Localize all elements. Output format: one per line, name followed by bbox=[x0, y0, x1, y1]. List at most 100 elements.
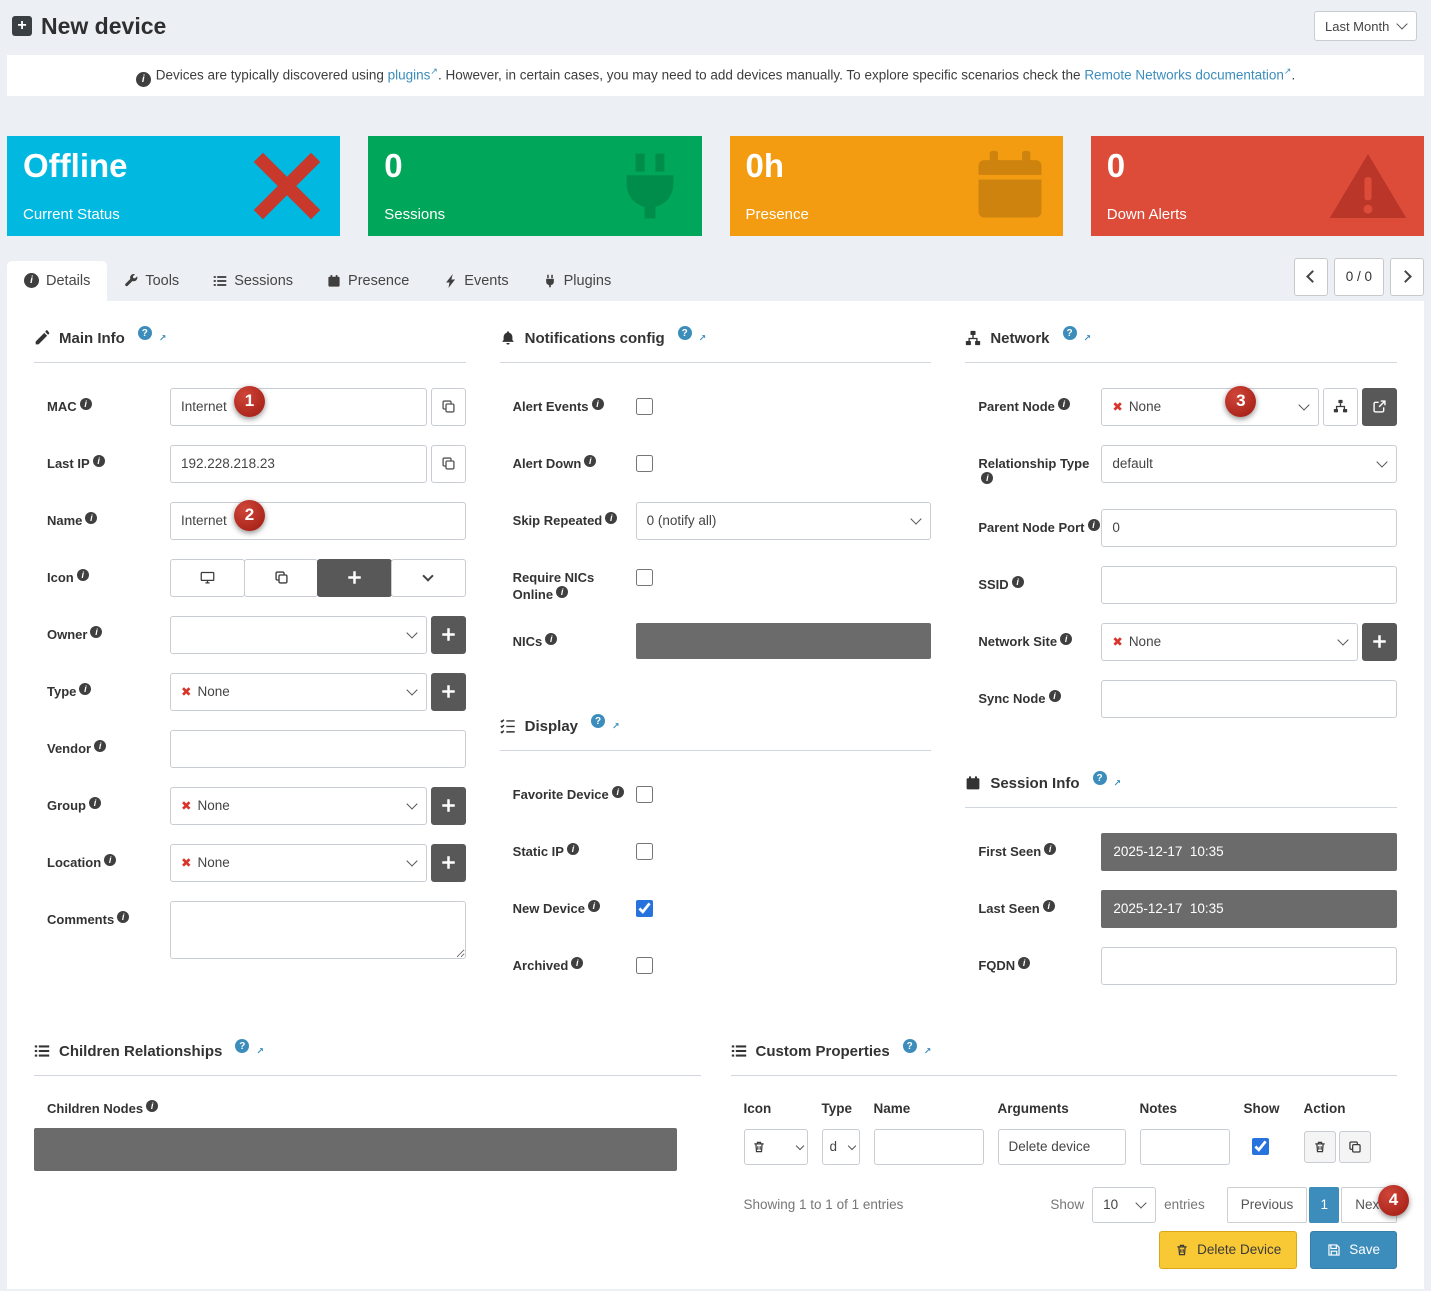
owner-select[interactable] bbox=[170, 615, 427, 654]
card-sessions-value: 0 bbox=[384, 146, 403, 184]
pager-prev-button[interactable] bbox=[1293, 257, 1328, 296]
docs-link[interactable]: Remote Networks documentation bbox=[1084, 67, 1284, 83]
plug-icon bbox=[626, 153, 673, 218]
last-ip-input[interactable] bbox=[170, 444, 427, 483]
tab-tools[interactable]: Tools bbox=[107, 261, 196, 301]
plugins-link[interactable]: plugins bbox=[387, 67, 431, 83]
custom-properties-footer: Showing 1 to 1 of 1 entries Show 10 entr… bbox=[731, 1184, 1409, 1223]
copy-ip-button[interactable] bbox=[430, 444, 466, 483]
static-ip-checkbox[interactable] bbox=[635, 842, 653, 860]
x-mark-icon bbox=[253, 152, 321, 219]
icon-current-button[interactable] bbox=[170, 558, 245, 597]
info-icon bbox=[584, 454, 597, 467]
ssid-input[interactable] bbox=[1101, 565, 1397, 604]
location-select[interactable]: None bbox=[170, 843, 427, 882]
card-down-value: 0 bbox=[1106, 146, 1126, 184]
icon-copy-button[interactable] bbox=[243, 558, 319, 597]
group-select[interactable]: None bbox=[170, 786, 427, 825]
cp-notes-input[interactable] bbox=[1139, 1128, 1230, 1165]
cp-name-input[interactable] bbox=[873, 1128, 984, 1165]
owner-add-button[interactable] bbox=[430, 615, 466, 654]
delete-device-button[interactable]: Delete Device bbox=[1159, 1230, 1298, 1269]
icon-add-button[interactable] bbox=[317, 558, 393, 597]
external-link-icon bbox=[1114, 778, 1122, 789]
help-icon[interactable] bbox=[235, 1039, 250, 1054]
tab-sessions[interactable]: Sessions bbox=[196, 261, 310, 301]
tab-presence[interactable]: Presence bbox=[310, 261, 426, 301]
save-button[interactable]: Save bbox=[1310, 1230, 1397, 1269]
info-icon bbox=[605, 511, 618, 524]
network-site-select[interactable]: None bbox=[1101, 622, 1358, 661]
icon-dropdown-button[interactable] bbox=[391, 558, 466, 597]
type-select[interactable]: None bbox=[170, 672, 427, 711]
generate-mac-button[interactable] bbox=[430, 387, 466, 426]
group-add-button[interactable] bbox=[430, 786, 466, 825]
vendor-input[interactable] bbox=[170, 729, 466, 768]
info-icon bbox=[90, 625, 103, 638]
network-icon bbox=[966, 330, 981, 346]
info-icon bbox=[79, 682, 92, 695]
info-icon bbox=[1060, 632, 1073, 645]
help-icon[interactable] bbox=[677, 326, 692, 340]
cp-type-select[interactable]: d bbox=[821, 1128, 860, 1165]
cp-icon-select[interactable] bbox=[743, 1128, 808, 1165]
page-1-button[interactable]: 1 bbox=[1309, 1186, 1340, 1223]
parent-node-open-button[interactable] bbox=[1361, 387, 1397, 426]
annotation-badge-1: 1 bbox=[234, 385, 265, 417]
cp-delete-button[interactable] bbox=[1303, 1130, 1336, 1163]
children-nodes-box bbox=[34, 1127, 678, 1171]
page-title: New device bbox=[41, 12, 167, 39]
tab-events[interactable]: Events bbox=[426, 261, 525, 301]
type-add-button[interactable] bbox=[430, 672, 466, 711]
alert-down-checkbox[interactable] bbox=[635, 454, 653, 472]
help-icon[interactable] bbox=[591, 714, 606, 729]
favorite-checkbox[interactable] bbox=[635, 785, 653, 803]
plus-icon bbox=[1373, 635, 1386, 648]
cp-arguments-input[interactable] bbox=[997, 1128, 1126, 1165]
info-icon bbox=[556, 586, 569, 599]
parent-node-tree-button[interactable] bbox=[1322, 387, 1358, 426]
tab-plugins[interactable]: Plugins bbox=[526, 261, 629, 301]
pager-next-button[interactable] bbox=[1390, 257, 1424, 296]
x-icon bbox=[1112, 634, 1122, 649]
archived-checkbox[interactable] bbox=[635, 956, 653, 974]
static-ip-row: Static IP bbox=[500, 833, 932, 871]
help-icon[interactable] bbox=[1092, 771, 1107, 786]
cp-type-value: d bbox=[829, 1139, 838, 1155]
icon-label: Icon bbox=[47, 559, 170, 597]
sync-node-input[interactable] bbox=[1101, 679, 1397, 718]
period-select[interactable]: Last Month bbox=[1314, 11, 1417, 41]
name-input[interactable] bbox=[170, 501, 466, 540]
alert-events-checkbox[interactable] bbox=[635, 397, 653, 415]
session-info-title: Session Info bbox=[990, 774, 1080, 792]
help-icon[interactable] bbox=[137, 326, 152, 340]
fqdn-input[interactable] bbox=[1101, 946, 1397, 985]
relationship-type-row: Relationship Type default bbox=[965, 444, 1397, 490]
custom-properties-row: d bbox=[743, 1128, 1398, 1165]
cp-show-checkbox[interactable] bbox=[1251, 1138, 1269, 1156]
parent-node-select[interactable]: None bbox=[1101, 387, 1319, 426]
archived-row: Archived bbox=[500, 947, 932, 985]
parent-node-label: Parent Node bbox=[978, 388, 1101, 426]
relationship-type-select[interactable]: default bbox=[1101, 444, 1397, 483]
parent-node-port-input[interactable] bbox=[1101, 508, 1397, 547]
page-size-select[interactable]: 10 bbox=[1092, 1186, 1157, 1223]
info-icon bbox=[135, 71, 151, 87]
previous-button[interactable]: Previous bbox=[1226, 1186, 1308, 1223]
new-device-checkbox[interactable] bbox=[635, 899, 653, 917]
tab-details[interactable]: Details bbox=[7, 260, 108, 301]
help-icon[interactable] bbox=[902, 1039, 917, 1054]
mac-input[interactable] bbox=[170, 387, 427, 426]
cp-copy-button[interactable] bbox=[1338, 1130, 1371, 1163]
new-device-row: New Device bbox=[500, 890, 932, 928]
help-icon[interactable] bbox=[1062, 326, 1077, 340]
fqdn-row: FQDN bbox=[965, 946, 1397, 985]
cp-header-arguments: Arguments bbox=[997, 1100, 1069, 1116]
copy-icon bbox=[274, 571, 288, 584]
require-nics-checkbox[interactable] bbox=[635, 568, 653, 586]
comments-textarea[interactable] bbox=[170, 900, 466, 959]
nics-row: NICs bbox=[500, 622, 932, 661]
network-site-add-button[interactable] bbox=[1361, 622, 1397, 661]
skip-repeated-select[interactable]: 0 (notify all) bbox=[635, 501, 932, 540]
location-add-button[interactable] bbox=[430, 843, 466, 882]
